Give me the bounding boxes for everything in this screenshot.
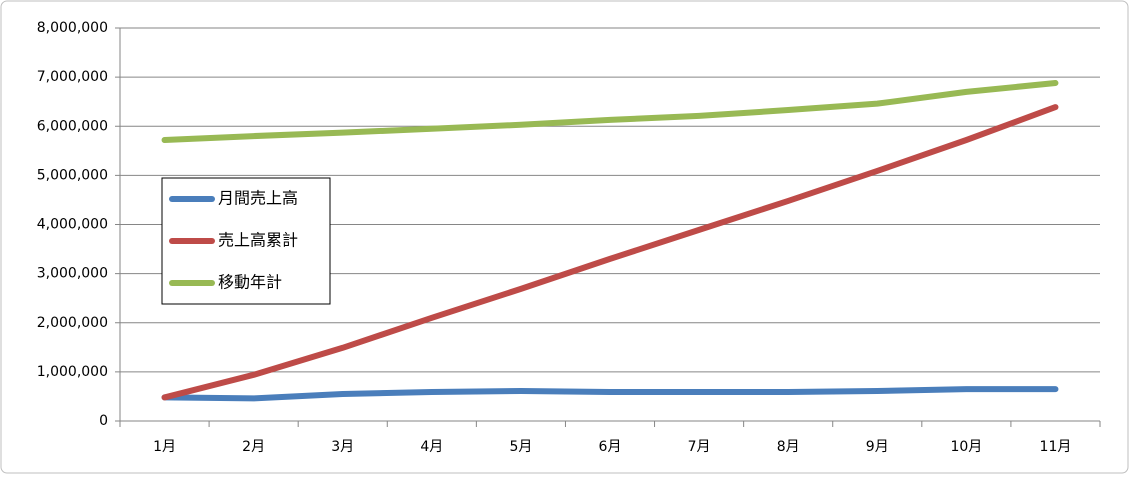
x-tick-label: 2月 (242, 439, 265, 455)
x-tick-label: 11月 (1040, 439, 1072, 455)
x-tick-label: 1月 (153, 439, 176, 455)
y-tick-label: 5,000,000 (37, 167, 108, 183)
y-tick-label: 6,000,000 (37, 118, 108, 134)
series-line (161, 80, 1059, 144)
x-tick-label: 6月 (599, 439, 622, 455)
y-tick-label: 1,000,000 (37, 364, 108, 380)
y-tick-label: 3,000,000 (37, 266, 108, 282)
y-tick-label: 0 (99, 413, 108, 429)
x-tick-label: 9月 (866, 439, 889, 455)
x-tick-label: 7月 (688, 439, 711, 455)
legend-label: 移動年計 (218, 273, 282, 292)
y-tick-label: 7,000,000 (37, 69, 108, 85)
series-line (161, 386, 1059, 402)
legend-label: 月間売上高 (218, 189, 298, 208)
y-tick-label: 4,000,000 (37, 217, 108, 233)
x-tick-label: 8月 (777, 439, 800, 455)
x-tick-label: 5月 (509, 439, 532, 455)
y-tick-label: 2,000,000 (37, 315, 108, 331)
y-tick-label: 8,000,000 (37, 20, 108, 36)
x-tick-label: 4月 (420, 439, 443, 455)
legend-label: 売上高累計 (218, 231, 298, 250)
series-line (161, 104, 1059, 401)
x-tick-label: 3月 (331, 439, 354, 455)
x-tick-label: 10月 (950, 439, 982, 455)
